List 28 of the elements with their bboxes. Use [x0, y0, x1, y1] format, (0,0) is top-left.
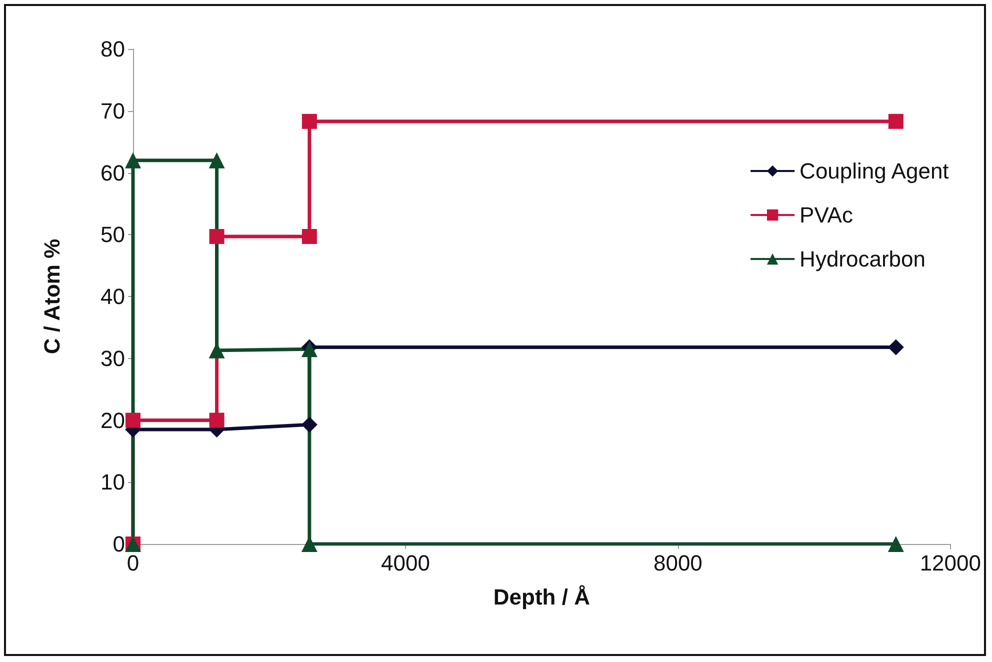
y-tick-label: 0	[112, 532, 125, 556]
y-axis-title: C / Atom %	[40, 238, 64, 354]
legend-label: Hydrocarbon	[800, 246, 926, 272]
y-tick-label: 50	[100, 222, 125, 248]
x-tick-label: 12000	[920, 550, 982, 576]
y-tick-label: 70	[100, 98, 125, 124]
point	[208, 152, 225, 168]
point	[125, 152, 141, 168]
x-tick-label: 4000	[380, 550, 430, 576]
point	[126, 412, 140, 428]
point	[888, 536, 904, 552]
legend-label: Coupling Agent	[800, 158, 949, 184]
x-axis-title: Depth / Å	[493, 584, 590, 610]
y-tick-label: 10	[100, 470, 125, 495]
y-tick-label: 20	[100, 408, 125, 433]
y-tick-label: 30	[100, 346, 125, 371]
point	[302, 114, 317, 129]
x-tick-label: 8000	[653, 550, 702, 576]
y-tick-label: 40	[100, 284, 125, 309]
y-tick-label: 60	[100, 160, 125, 186]
point	[209, 412, 224, 428]
point	[888, 339, 904, 356]
point	[209, 228, 224, 244]
point	[301, 416, 318, 433]
point	[302, 228, 317, 244]
y-tick-label: 80	[100, 36, 125, 62]
point	[888, 114, 904, 129]
legend-label: PVAc	[800, 202, 853, 228]
